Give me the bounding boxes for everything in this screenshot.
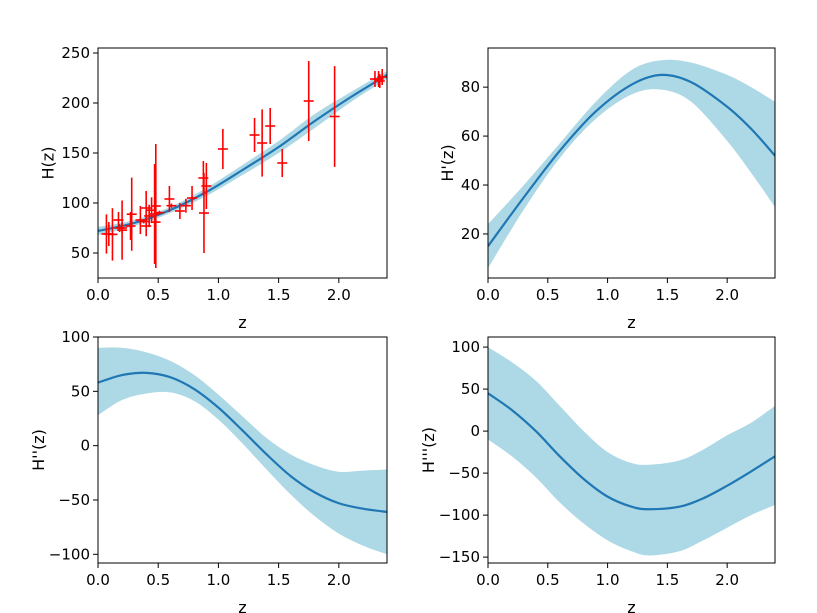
data-point [144,204,155,228]
reconstruction-line [488,73,775,247]
x-axis-label: z [238,598,246,613]
x-tick-label: 2.0 [327,286,351,304]
chart-H: 0.0 0.5 1.0 1.5 2.0 50 100 150 200 250 z H(z) [39,44,388,332]
x-tick-label: 1.0 [596,286,620,304]
x-tick-label: 0.5 [536,571,560,589]
data-points [101,61,387,268]
y-tick-label: 100 [451,338,480,356]
data-point [150,144,161,268]
chart-d3H: 0.0 0.5 1.0 1.5 2.0 −150 −100 −50 0 50 100 z H'''(z) [419,336,776,613]
data-point [149,164,160,264]
y-tick-label: 20 [461,225,480,243]
y-axis-label: H'(z) [438,144,457,181]
data-point [277,149,288,177]
data-point [257,109,268,177]
plot-area [488,347,775,556]
x-tick-label: 0.0 [476,571,500,589]
reconstruction-line [98,371,387,514]
y-axis-label: H'''(z) [419,427,438,473]
data-point [164,186,175,212]
x-tick-label: 1.0 [596,571,620,589]
y-tick-label: −150 [439,548,480,566]
y-tick-label: 100 [61,194,90,212]
data-point [329,66,340,167]
x-tick-label: 2.0 [715,571,739,589]
confidence-band [98,347,387,555]
x-tick-label: 1.5 [655,286,679,304]
x-tick-label: 0.0 [86,286,110,304]
confidence-band [98,71,387,235]
y-tick-label: 150 [61,144,90,162]
x-axis-label: z [627,598,635,613]
y-axis-label: H(z) [39,147,58,180]
y-tick-label: 100 [61,328,90,346]
y-tick-label: 0 [470,422,480,440]
x-tick-label: 2.0 [715,286,739,304]
y-tick-label: −50 [448,464,480,482]
axes-frame [487,336,776,564]
data-point [187,186,198,210]
axes-frame [487,47,776,279]
data-point [166,203,177,208]
reconstruction-line [488,392,775,511]
x-axis-label: z [238,313,246,332]
x-tick-label: 0.5 [536,286,560,304]
x-tick-label: 1.5 [267,286,291,304]
data-point [265,108,276,144]
y-tick-label: 50 [71,382,90,400]
x-tick-label: 0.0 [476,286,500,304]
y-tick-label: 250 [61,44,90,62]
data-point [377,69,387,85]
data-point [117,200,128,260]
x-tick-label: 0.5 [146,286,170,304]
x-tick-label: 2.0 [327,571,351,589]
y-tick-label: −100 [439,506,480,524]
y-tick-label: −100 [49,545,90,563]
chart-d2H: 0.0 0.5 1.0 1.5 2.0 −100 −50 0 50 100 z H''(z) [29,328,388,613]
x-tick-label: 1.5 [655,571,679,589]
y-tick-label: 60 [461,127,480,145]
chart-dH: 0.0 0.5 1.0 1.5 2.0 20 40 60 80 z H'(z) [438,47,776,332]
axes-frame [97,47,388,279]
y-tick-label: 80 [461,78,480,96]
y-tick-label: −50 [58,491,90,509]
y-tick-label: 50 [71,244,90,262]
x-tick-label: 0.5 [146,571,170,589]
x-axis-label: z [627,313,635,332]
data-point [249,118,260,152]
confidence-band [488,59,775,269]
plot-area [488,59,775,269]
y-tick-label: 0 [80,437,90,455]
data-point [126,177,137,251]
plot-area [98,347,387,555]
data-point [198,173,209,253]
data-point [154,210,165,215]
data-point [180,198,191,213]
axes-frame [97,336,388,564]
x-tick-label: 1.0 [206,286,230,304]
y-tick-label: 50 [461,380,480,398]
x-tick-label: 0.0 [86,571,110,589]
plot-area [98,61,387,268]
data-point [217,129,228,169]
y-tick-label: 200 [61,94,90,112]
data-point [303,61,314,141]
data-point [174,203,185,219]
x-tick-label: 1.5 [267,571,291,589]
x-tick-label: 1.0 [206,571,230,589]
data-point [138,219,149,224]
y-axis-label: H''(z) [29,429,48,471]
data-point [201,163,212,209]
confidence-band [488,347,775,556]
y-tick-label: 40 [461,176,480,194]
data-point [125,212,136,240]
data-point [107,208,118,261]
